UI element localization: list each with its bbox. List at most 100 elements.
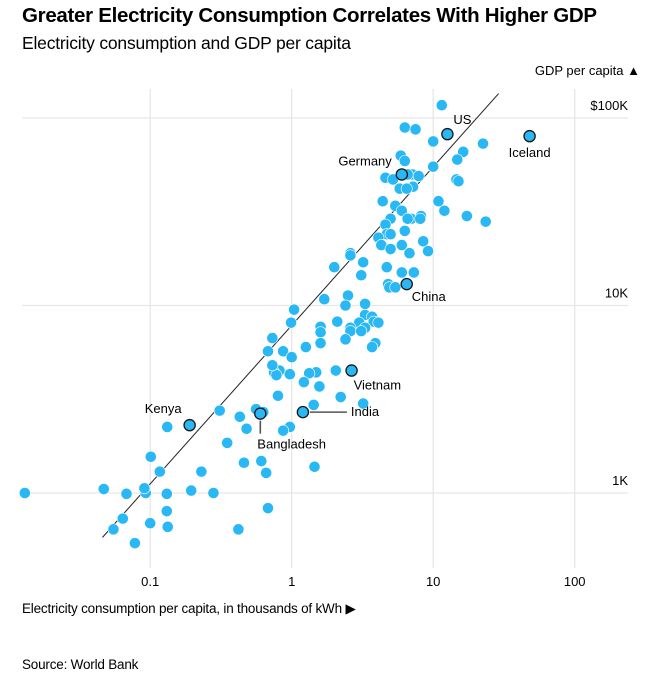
data-point <box>389 281 402 294</box>
data-point <box>395 266 408 279</box>
data-point <box>97 483 110 495</box>
data-point <box>460 210 473 222</box>
point-labels: US Iceland Germany China Vietnam India Banglad… <box>145 112 551 451</box>
data-point <box>314 326 327 339</box>
data-point <box>213 404 226 417</box>
y-tick-labels: $100K 10K 1K <box>590 98 628 488</box>
highlighted-point-china <box>400 277 413 291</box>
data-point <box>160 487 173 500</box>
point-label-bangladesh: Bangladesh <box>257 437 326 452</box>
point-label-us: US <box>453 112 471 127</box>
data-point <box>384 243 397 255</box>
y-axis-title: GDP per capita ▲ <box>534 63 640 78</box>
y-tick-label: $100K <box>590 98 628 113</box>
x-tick-label: 1 <box>288 574 295 589</box>
data-point <box>395 204 408 217</box>
data-point <box>403 247 416 260</box>
data-point <box>266 359 279 372</box>
data-point <box>266 332 279 345</box>
data-point <box>432 195 445 208</box>
data-point <box>342 289 354 302</box>
data-point <box>384 228 397 241</box>
highlighted-point-germany <box>395 168 409 181</box>
data-point <box>262 502 274 515</box>
data-point <box>477 137 489 150</box>
data-point <box>308 460 321 473</box>
data-point <box>427 135 440 148</box>
highlighted-point-us <box>441 127 454 141</box>
data-point <box>277 345 290 358</box>
data-point <box>412 170 425 182</box>
data-point <box>372 316 385 329</box>
data-point <box>144 450 157 463</box>
data-point <box>401 212 414 225</box>
data-point <box>277 424 290 437</box>
data-point <box>161 421 174 433</box>
data-point <box>18 487 31 499</box>
point-label-china: China <box>412 289 447 304</box>
data-point <box>272 389 284 402</box>
data-point <box>260 466 273 479</box>
point-label-kenya: Kenya <box>145 401 183 416</box>
point-label-vietnam: Vietnam <box>354 378 401 393</box>
data-point <box>160 505 173 518</box>
x-tick-label: 0.1 <box>141 574 159 589</box>
x-tick-label: 100 <box>564 574 586 589</box>
data-point <box>398 121 411 134</box>
data-point <box>376 195 389 208</box>
data-point <box>380 261 393 274</box>
data-point <box>270 369 283 382</box>
data-point <box>422 245 434 258</box>
data-point <box>407 266 420 279</box>
data-point <box>357 256 370 269</box>
data-point <box>144 517 157 530</box>
data-point <box>314 337 327 350</box>
chart-subtitle: Electricity consumption and GDP per capi… <box>22 33 351 53</box>
data-point <box>400 182 413 195</box>
highlighted-point-bangladesh <box>254 407 267 420</box>
data-point <box>185 484 198 497</box>
data-point <box>398 155 411 167</box>
data-point <box>398 224 411 237</box>
data-point <box>451 153 464 166</box>
data-point <box>435 99 448 112</box>
data-point <box>395 239 408 251</box>
data-point <box>334 391 347 403</box>
data-point <box>417 235 430 248</box>
data-point <box>329 364 342 377</box>
data-point <box>233 410 246 423</box>
point-label-germany: Germany <box>338 153 392 168</box>
x-tick-labels: 0.1 1 10 100 <box>141 574 585 589</box>
data-point <box>307 399 320 411</box>
data-point <box>107 523 120 536</box>
data-point <box>357 397 370 410</box>
highlighted-point-kenya <box>183 418 196 432</box>
data-point <box>427 160 440 173</box>
data-point <box>262 345 274 358</box>
data-point <box>288 303 301 316</box>
data-point <box>161 520 174 533</box>
data-point <box>300 341 312 353</box>
highlighted-point-iceland <box>523 129 536 143</box>
y-tick-label: 10K <box>605 286 628 301</box>
x-axis-title: Electricity consumption per capita, in t… <box>22 601 356 616</box>
data-point <box>331 315 344 328</box>
x-tick-label: 10 <box>426 574 440 589</box>
data-point <box>359 297 371 310</box>
data-point <box>153 465 166 478</box>
source-note: Source: World Bank <box>22 657 139 672</box>
data-point <box>355 325 368 338</box>
data-point <box>285 351 298 364</box>
data-point <box>318 293 331 306</box>
data-point <box>195 465 208 478</box>
data-point <box>238 456 250 469</box>
data-point <box>366 341 379 353</box>
data-point <box>339 299 352 312</box>
data-point <box>283 368 296 381</box>
y-tick-label: 1K <box>612 473 628 488</box>
data-points <box>18 99 492 550</box>
data-point <box>116 512 129 525</box>
data-point <box>328 261 341 274</box>
data-point <box>138 482 151 495</box>
